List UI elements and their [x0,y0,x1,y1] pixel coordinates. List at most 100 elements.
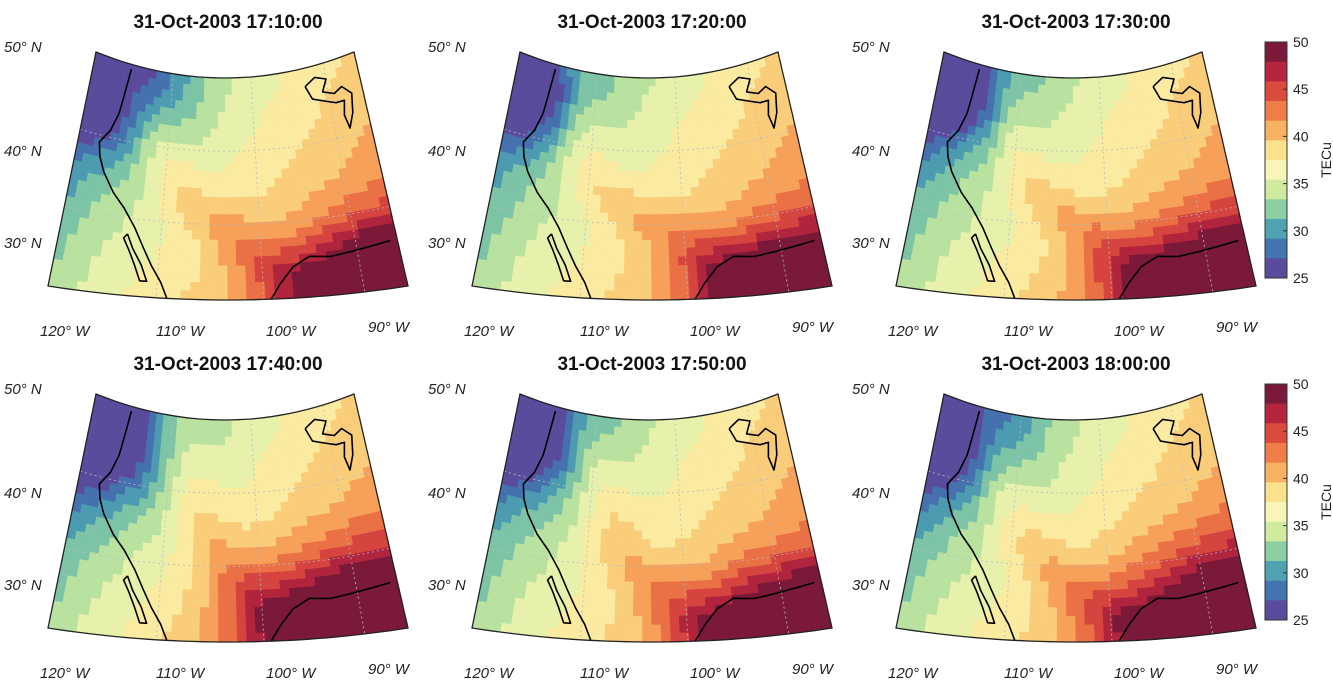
lon-label: 100° W [1114,665,1165,679]
coastline [946,410,1239,642]
map-frame [47,393,409,643]
graticule [912,62,1238,300]
colorbar-band [1265,423,1287,444]
colorbar-tick: 35 [1293,176,1309,192]
colorbar-tick: 30 [1293,565,1309,581]
lat-label: 50° N [852,39,890,56]
map-panel-2: 31-Oct-2003 17:20:00 50° N 40° N 30° N 120° … [428,12,835,340]
lon-label: 100° W [690,323,741,340]
colorbar-tick: 35 [1293,518,1309,534]
colorbar-tick: 50 [1293,376,1309,392]
colorbar: 50 45 40 35 30 25 TECu [1264,376,1333,628]
panel-title: 31-Oct-2003 17:50:00 [557,354,746,375]
lat-label: 50° N [4,39,42,56]
lon-label: 120° W [464,323,515,340]
coastline [98,68,391,300]
colorbar-band [1265,258,1287,279]
lon-label: 110° W [580,665,630,679]
lon-label: 120° W [888,323,939,340]
lat-label: 50° N [4,381,42,398]
lon-label: 110° W [156,323,206,340]
colorbar-tick: 25 [1293,612,1309,628]
colorbar-band [1265,580,1287,601]
coastline [522,410,815,642]
colorbar-tick: 30 [1293,223,1309,239]
lat-label: 40° N [852,485,890,502]
lon-label: 90° W [368,319,411,336]
tec-field [472,52,832,300]
tec-field [48,394,408,642]
colorbar-band [1265,160,1287,181]
colorbar: 50 45 40 35 30 25 TECu [1264,34,1333,286]
panel-title: 31-Oct-2003 18:00:00 [981,354,1170,375]
panel-title: 31-Oct-2003 17:30:00 [981,12,1170,33]
lon-label: 90° W [1216,319,1259,336]
colorbar-band [1265,600,1287,621]
panel-title: 31-Oct-2003 17:10:00 [133,12,322,33]
map-panel-6: 31-Oct-2003 18:00:00 50° N 40° N 30° N 120° … [852,354,1259,682]
graticule [912,404,1238,642]
lon-label: 120° W [40,665,91,679]
colorbar-band [1265,42,1287,63]
lon-label: 110° W [1004,323,1054,340]
lat-label: 50° N [428,39,466,56]
colorbar-band [1265,482,1287,503]
colorbar-band [1265,541,1287,562]
lon-label: 120° W [888,665,939,679]
map-frame [471,51,833,301]
lon-label: 90° W [792,319,835,336]
lon-label: 90° W [368,661,411,678]
lat-label: 40° N [4,485,42,502]
colorbar-band [1265,199,1287,220]
lon-label: 100° W [690,665,741,679]
tec-field [48,52,408,300]
lat-label: 50° N [428,381,466,398]
colorbar-band [1265,238,1287,259]
map-panel-3: 31-Oct-2003 17:30:00 50° N 40° N 30° N 120° … [852,12,1259,340]
map-panel-4: 31-Oct-2003 17:40:00 50° N 40° N 30° N 120° … [4,354,411,682]
map-frame [471,393,833,643]
lon-label: 110° W [156,665,206,679]
colorbar-band [1265,403,1287,424]
colorbar-label: TECu [1318,142,1333,178]
tec-field [472,394,832,642]
lat-label: 30° N [4,577,42,594]
lon-label: 110° W [580,323,630,340]
colorbar-band [1265,120,1287,141]
lat-label: 30° N [852,235,890,252]
lat-label: 30° N [428,577,466,594]
colorbar-tick: 50 [1293,34,1309,50]
lon-label: 100° W [1114,323,1165,340]
lon-label: 90° W [792,661,835,678]
lon-label: 100° W [266,323,317,340]
colorbar-band [1265,61,1287,82]
graticule [64,404,390,642]
panel-title: 31-Oct-2003 17:20:00 [557,12,746,33]
lat-label: 40° N [852,143,890,160]
lat-label: 30° N [4,235,42,252]
graticule [64,62,390,300]
coastline [522,68,815,300]
colorbar-band [1265,443,1287,464]
colorbar-band [1265,140,1287,161]
tec-field [896,52,1256,300]
map-frame [47,51,409,301]
map-panel-5: 31-Oct-2003 17:50:00 50° N 40° N 30° N 120° … [428,354,835,682]
colorbar-band [1265,81,1287,102]
colorbar-tick: 25 [1293,270,1309,286]
lat-label: 40° N [428,143,466,160]
lon-label: 120° W [464,665,515,679]
lat-label: 30° N [852,577,890,594]
graticule [488,62,814,300]
lat-label: 40° N [4,143,42,160]
colorbar-band [1265,502,1287,523]
colorbar-band [1265,521,1287,542]
colorbar-tick: 40 [1293,470,1309,486]
colorbar-label: TECu [1318,484,1333,520]
colorbar-band [1265,561,1287,582]
map-frame [895,393,1257,643]
lon-label: 90° W [1216,661,1259,678]
coastline [946,68,1239,300]
